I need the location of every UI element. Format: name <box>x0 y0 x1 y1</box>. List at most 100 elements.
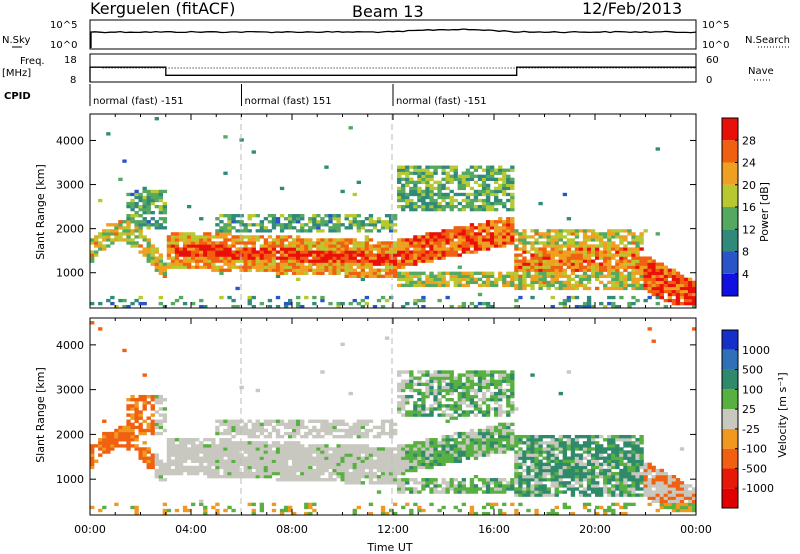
scatter-cell <box>134 419 139 423</box>
scatter-cell <box>465 447 471 451</box>
y-tick-label: 1000 <box>56 267 84 280</box>
scatter-cell <box>292 253 297 257</box>
scatter-cell <box>372 304 378 309</box>
scatter-cell <box>542 471 547 476</box>
scatter-cell <box>324 444 329 448</box>
scatter-cell <box>425 232 430 236</box>
scatter-cell <box>384 481 390 485</box>
scatter-cell <box>477 204 483 209</box>
scatter-cell <box>469 280 475 285</box>
scatter-cell <box>287 250 293 254</box>
scatter-cell <box>158 462 164 467</box>
scatter-cell <box>227 453 232 457</box>
scatter-cell <box>162 465 168 470</box>
scatter-cell <box>397 198 402 203</box>
scatter-cell <box>522 453 527 457</box>
scatter-cell <box>336 259 341 263</box>
scatter-cell <box>586 247 592 251</box>
scatter-cell <box>671 283 677 288</box>
scatter-cell <box>429 247 434 251</box>
scatter-cell <box>360 220 366 224</box>
scatter-cell <box>659 277 664 282</box>
scatter-cell <box>316 453 321 457</box>
scatter-cell <box>368 268 374 272</box>
scatter-cell <box>178 447 184 451</box>
scatter-cell <box>675 295 681 300</box>
scatter-cell <box>506 192 511 197</box>
scatter-cell <box>324 431 329 436</box>
scatter-cell <box>401 465 406 470</box>
scatter-cell <box>534 459 539 463</box>
scatter-cell <box>437 165 442 169</box>
scatter-cell <box>332 419 337 423</box>
scatter-cell <box>397 189 402 194</box>
scatter-cell <box>243 465 248 470</box>
scatter-cell <box>578 474 584 479</box>
scatter-cell <box>158 195 164 200</box>
scatter-cell <box>401 304 406 309</box>
scatter-cell <box>623 438 628 442</box>
scatter-cell <box>130 232 135 236</box>
scatter-cell <box>417 189 422 194</box>
scatter-cell <box>364 301 370 306</box>
scatter-cell <box>691 295 697 300</box>
scatter-cell <box>623 450 628 454</box>
scatter-cell <box>639 259 644 263</box>
scatter-cell <box>457 391 462 396</box>
scatter-cell <box>106 450 111 454</box>
scatter-cell <box>465 438 471 442</box>
scatter-cell <box>485 165 491 169</box>
scatter-cell <box>582 490 588 494</box>
scatter-cell <box>425 195 430 200</box>
scatter-cell <box>675 274 681 278</box>
scatter-cell <box>397 407 402 411</box>
scatter-cell <box>320 471 325 476</box>
scatter-cell <box>607 295 612 300</box>
scatter-cell <box>263 262 269 266</box>
scatter-cell <box>255 253 260 257</box>
scatter-cell <box>199 298 204 303</box>
scatter-cell <box>344 428 349 433</box>
scatter-cell <box>429 280 434 285</box>
scatter-cell <box>582 456 588 460</box>
scatter-cell <box>481 207 487 212</box>
scatter-cell <box>344 459 349 463</box>
scatter-cell <box>485 201 491 206</box>
scatter-cell <box>691 280 697 285</box>
scatter-cell <box>118 428 123 433</box>
scatter-cell <box>461 487 467 491</box>
scatter-cell <box>425 165 430 169</box>
scatter-cell <box>607 465 612 470</box>
scatter-cell <box>425 186 430 191</box>
scatter-cell <box>134 505 139 510</box>
scatter-cell <box>344 271 349 275</box>
scatter-cell <box>279 253 285 257</box>
scatter-cell <box>514 444 519 448</box>
scatter-cell <box>320 434 325 439</box>
scatter-cell <box>578 481 584 485</box>
scatter-cell <box>425 168 430 172</box>
scatter-cell <box>352 238 357 242</box>
scatter-cell <box>243 471 248 476</box>
scatter-cell <box>223 508 228 513</box>
scatter-cell <box>590 441 596 445</box>
scatter-cell <box>235 250 240 254</box>
scatter-cell <box>170 441 176 445</box>
scatter-cell <box>384 462 390 467</box>
scatter-cell <box>558 391 563 396</box>
scatter-cell <box>441 232 446 236</box>
scatter-cell <box>477 487 483 491</box>
scatter-cell <box>469 385 475 390</box>
scatter-cell <box>530 244 535 248</box>
scatter-cell <box>320 447 325 451</box>
scatter-cell <box>481 238 487 242</box>
scatter-cell <box>469 388 475 393</box>
scatter-cell <box>110 444 115 448</box>
scatter-cell <box>405 385 410 390</box>
scatter-cell <box>623 462 628 467</box>
scatter-cell <box>316 220 321 224</box>
scatter-cell <box>586 277 592 282</box>
scatter-cell <box>348 434 353 439</box>
scatter-cell <box>514 462 519 467</box>
scatter-cell <box>154 195 159 200</box>
